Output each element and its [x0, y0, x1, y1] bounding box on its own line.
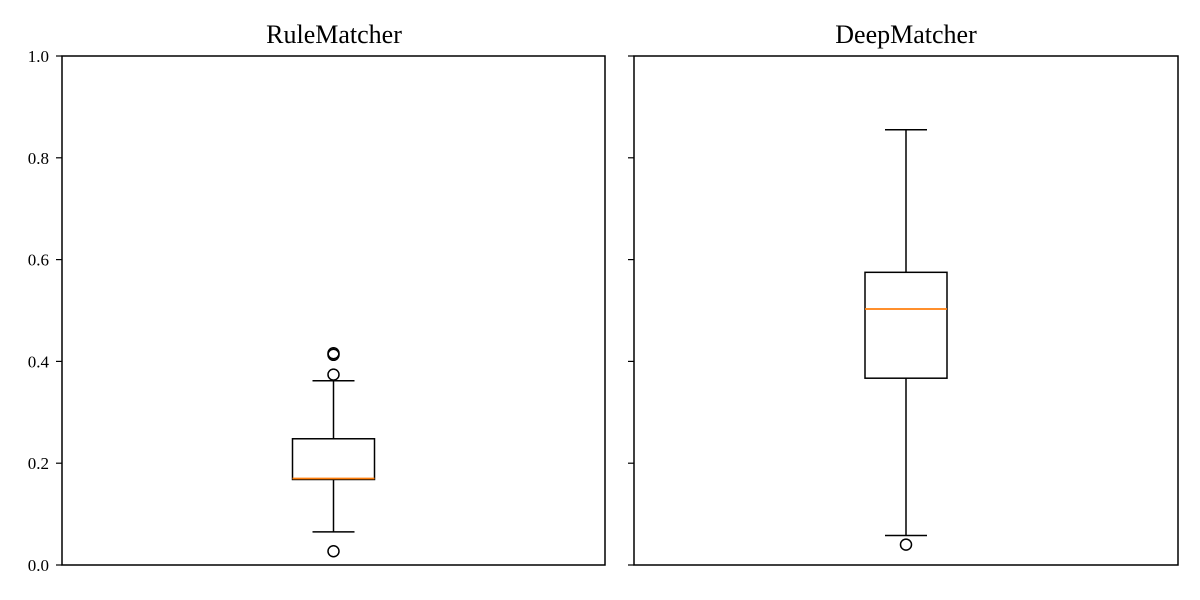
y-tick-label: 0.4 — [28, 352, 50, 371]
outlier-point — [327, 368, 340, 381]
iqr-box — [291, 438, 376, 481]
y-tick-label: 0.2 — [28, 454, 49, 473]
y-tick-label: 0.0 — [28, 556, 49, 575]
y-tick-label: 0.8 — [28, 149, 49, 168]
axes-frame — [61, 55, 606, 566]
axes-frame — [633, 55, 1179, 566]
outlier-point — [327, 347, 340, 360]
y-tick-label: 1.0 — [28, 47, 49, 66]
y-tick-label: 0.6 — [28, 251, 49, 270]
panel-rulematcher: RuleMatcher 0.0 0.2 0.4 0.6 0.8 1.0 — [28, 20, 606, 575]
panel-title-rulematcher: RuleMatcher — [266, 20, 402, 49]
panel-deepmatcher: DeepMatcher — [628, 20, 1179, 566]
outlier-point — [899, 538, 913, 551]
panel-title-deepmatcher: DeepMatcher — [835, 20, 977, 49]
outlier-point — [327, 545, 340, 558]
iqr-box — [864, 271, 948, 379]
